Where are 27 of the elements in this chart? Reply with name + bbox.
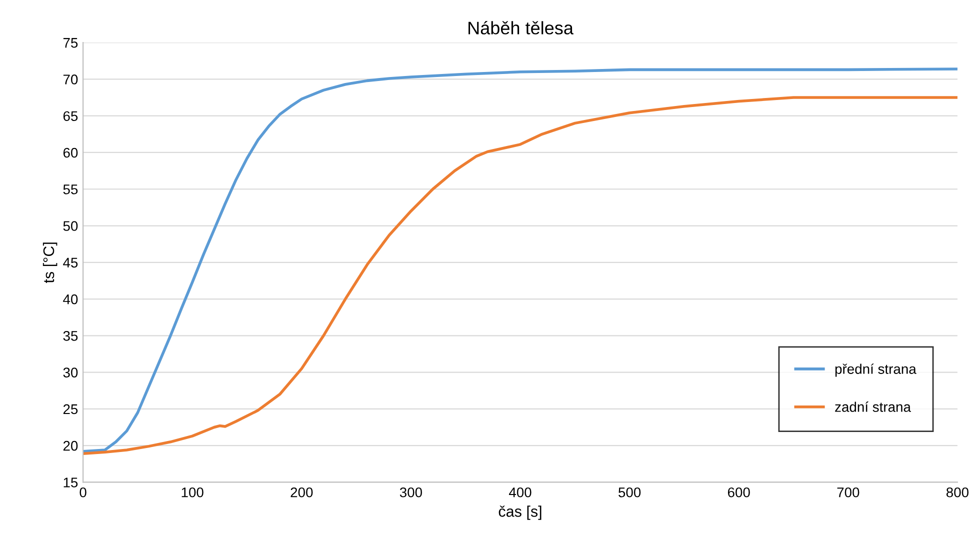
y-tick-label: 15 (64, 478, 78, 488)
x-tick-label: 500 (618, 487, 641, 498)
chart-title: Náběh tělesa (468, 20, 574, 34)
y-tick-label: 50 (63, 221, 78, 231)
y-tick-label: 30 (63, 368, 78, 378)
legend-label: zadní strana (835, 402, 911, 412)
x-tick-label: 100 (182, 487, 204, 498)
y-tick-label: 20 (63, 440, 78, 451)
x-tick-label: 800 (946, 487, 969, 498)
y-tick-label: 70 (63, 74, 78, 84)
y-tick-label: 25 (63, 404, 78, 414)
x-tick-label: 400 (508, 487, 532, 498)
x-tick-label: 300 (400, 487, 422, 498)
y-tick-label: 75 (63, 38, 78, 48)
y-tick-label: 45 (63, 258, 78, 268)
x-tick-label: 700 (837, 487, 860, 498)
legend-label: přední strana (835, 364, 916, 377)
y-tick-label: 65 (63, 111, 78, 122)
y-tick-label: 40 (63, 294, 78, 304)
y-tick-label: 60 (63, 148, 78, 158)
y-tick-label: 55 (63, 184, 78, 194)
x-tick-label: 200 (290, 487, 313, 498)
x-axis-title: čas [s] (498, 506, 542, 520)
y-axis-title: ts [°C] (42, 242, 58, 284)
x-tick-label: 0 (80, 487, 86, 498)
x-tick-label: 600 (728, 487, 750, 498)
y-tick-label: 35 (63, 331, 78, 341)
